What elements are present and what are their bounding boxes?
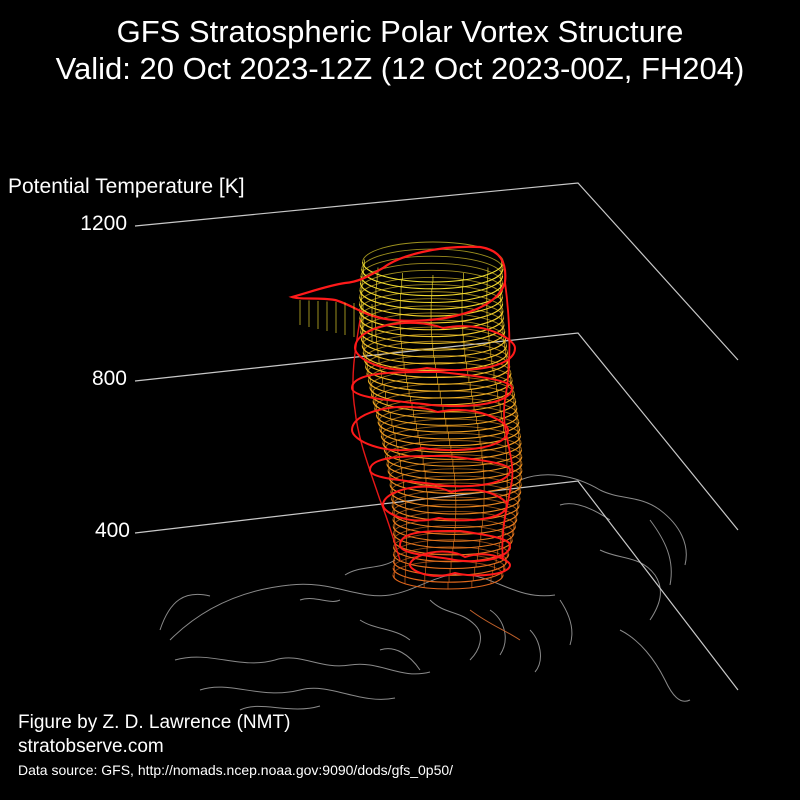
contour-back-arc: [361, 248, 504, 269]
contour-back-arc: [359, 305, 505, 325]
coastline-map: [159, 474, 691, 711]
coastline-segment: [299, 598, 341, 602]
contour-slice: [392, 496, 519, 529]
coastline-segment: [519, 474, 687, 566]
vortex-side-outline: [501, 281, 514, 561]
chart-subtitle: Valid: 20 Oct 2023-12Z (12 Oct 2023-00Z,…: [55, 51, 745, 86]
contour-back-arc: [359, 284, 504, 304]
coastline-segment: [649, 519, 672, 586]
contour-slice: [380, 418, 521, 454]
coastline-segment: [619, 629, 691, 702]
coastline-segment: [379, 648, 421, 671]
z-tick-label: 400: [94, 519, 130, 542]
contour-slice: [359, 291, 504, 331]
z-axis-frame: [134, 182, 739, 691]
contour-slice: [382, 425, 522, 460]
vortex-top-outline: [288, 245, 507, 322]
coastline-segment: [559, 503, 611, 521]
contour-slice: [359, 276, 503, 317]
coastline-segment: [344, 559, 396, 576]
vortex-outline-ring: [408, 550, 512, 577]
contour-back-arc: [360, 312, 506, 332]
contour-front-arc: [374, 408, 518, 426]
coastline-segment: [469, 609, 521, 641]
z-gridline: [134, 332, 739, 531]
coastline-segment: [489, 609, 506, 656]
contour-back-arc: [367, 362, 513, 381]
contour-front-arc: [361, 268, 504, 290]
coastline-segment: [169, 573, 556, 641]
coastline-segment: [174, 656, 431, 675]
contour-slice: [375, 397, 519, 433]
contour-slice: [379, 411, 521, 447]
vortex-outline-ring: [350, 405, 510, 452]
contour-back-arc: [359, 269, 503, 290]
coastline-segment: [429, 599, 481, 661]
coastline-segment: [599, 549, 661, 621]
contour-front-arc: [359, 310, 504, 331]
vortex-outline-ring: [381, 485, 509, 522]
figure-credit: Figure by Z. D. Lawrence (NMT): [18, 712, 291, 733]
z-tick-label: 1200: [80, 212, 127, 235]
contour-slice: [362, 333, 509, 372]
contour-back-arc: [361, 326, 507, 346]
coastline-segment: [359, 619, 411, 641]
contour-slice: [360, 312, 506, 351]
website-label: stratobserve.com: [18, 736, 164, 757]
coastline-segment: [199, 686, 396, 700]
coastline-segment: [529, 629, 541, 673]
contour-back-arc: [359, 262, 503, 283]
data-source: Data source: GFS, http://nomads.ncep.noa…: [18, 762, 454, 778]
vortex-outline-ring: [353, 321, 517, 372]
z-gridline: [134, 480, 739, 691]
contour-back-arc: [365, 347, 511, 367]
coastline-segment: [159, 593, 211, 631]
contour-back-arc: [359, 291, 504, 311]
contour-back-arc: [362, 333, 508, 353]
coastline-segment: [559, 599, 573, 646]
contour-slice: [361, 326, 508, 365]
z-gridline: [134, 182, 739, 361]
contour-slice: [360, 255, 504, 297]
coastline-segment: [239, 705, 321, 711]
contour-back-arc: [363, 340, 509, 360]
chart-title: GFS Stratospheric Polar Vortex Structure: [116, 14, 684, 49]
contour-front-arc: [360, 331, 506, 351]
contour-back-arc: [360, 255, 504, 276]
vortex-outline-ring: [350, 370, 514, 408]
contour-front-arc: [359, 296, 503, 317]
polar-vortex-isosurface: [288, 241, 523, 590]
vortex-side-outline: [352, 319, 401, 561]
contour-back-arc: [362, 241, 504, 263]
contour-back-arc: [359, 276, 503, 297]
z-tick-label: 800: [91, 367, 127, 390]
contour-slice: [367, 362, 513, 399]
vortex-outline-ring: [398, 529, 512, 563]
vortex-outline-ring: [368, 454, 512, 488]
z-axis-label: Potential Temperature [K]: [8, 175, 245, 198]
